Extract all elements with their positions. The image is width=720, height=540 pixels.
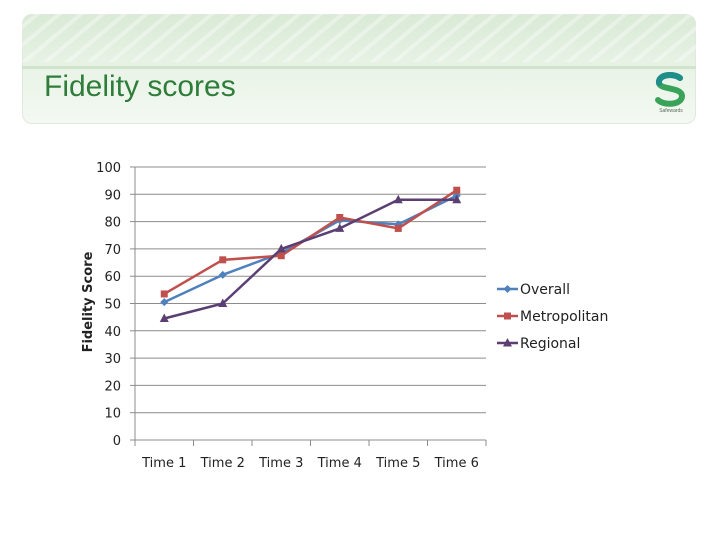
y-tick-label: 0 xyxy=(113,434,121,449)
series-line xyxy=(163,189,458,296)
legend-label: Regional xyxy=(520,336,580,352)
y-tick-label: 90 xyxy=(104,188,121,203)
header-banner: Fidelity scores Safewards xyxy=(22,14,696,124)
logo-caption: Safewards xyxy=(659,108,683,114)
square-marker xyxy=(336,214,344,222)
diamond-marker xyxy=(218,270,227,279)
page-title: Fidelity scores xyxy=(44,70,236,103)
square-marker xyxy=(219,256,227,264)
triangle-marker xyxy=(503,338,512,347)
y-tick-label: 80 xyxy=(104,216,121,231)
x-tick-labels: Time 1 Time 2 Time 3 Time 4 Time 5 Time 6 xyxy=(141,456,479,471)
x-tick-label: Time 3 xyxy=(258,456,303,471)
y-tick-label: 60 xyxy=(104,270,121,285)
series-regional xyxy=(159,194,462,323)
safewards-logo: Safewards xyxy=(650,72,696,120)
series-metropolitan xyxy=(160,186,461,298)
x-tick-label: Time 2 xyxy=(200,456,245,471)
legend-label: Overall xyxy=(520,282,570,298)
y-tick-label: 30 xyxy=(104,352,121,367)
triangle-marker xyxy=(276,243,286,253)
x-tick-label: Time 1 xyxy=(141,456,186,471)
x-tick-label: Time 6 xyxy=(434,456,479,471)
legend-label: Metropolitan xyxy=(520,309,608,325)
triangle-marker xyxy=(159,313,169,323)
triangle-marker xyxy=(218,298,228,307)
banner-pattern xyxy=(22,14,696,62)
triangle-marker xyxy=(393,194,403,204)
legend-item: Regional xyxy=(497,336,580,352)
square-marker xyxy=(160,290,168,298)
chart-axes xyxy=(130,166,487,446)
logo-s-icon xyxy=(655,72,686,107)
y-tick-label: 40 xyxy=(104,325,121,340)
y-tick-label: 50 xyxy=(104,298,121,313)
square-marker xyxy=(277,252,285,260)
legend-item: Overall xyxy=(497,282,570,298)
x-tick-label: Time 5 xyxy=(375,456,420,471)
banner-divider xyxy=(22,66,696,69)
series-line xyxy=(163,198,457,320)
triangle-marker xyxy=(452,194,462,204)
y-tick-label: 10 xyxy=(104,407,121,422)
square-marker xyxy=(453,186,461,194)
triangle-marker xyxy=(335,223,345,232)
y-axis-title: Fidelity Score xyxy=(81,251,96,352)
grid-lines xyxy=(135,166,486,414)
y-tick-label: 70 xyxy=(104,243,121,258)
y-tick-labels: 0 10 20 30 40 50 60 70 80 90 100 xyxy=(96,161,121,449)
legend-item: Metropolitan xyxy=(497,309,608,325)
square-marker xyxy=(504,312,511,320)
chart-series xyxy=(159,186,462,323)
diamond-marker xyxy=(160,298,169,307)
y-tick-label: 20 xyxy=(104,379,121,394)
y-tick-label: 100 xyxy=(96,161,121,176)
chart-legend: Overall Metropolitan Regional xyxy=(497,282,608,352)
diamond-marker xyxy=(503,285,512,293)
x-tick-label: Time 4 xyxy=(317,456,362,471)
square-marker xyxy=(394,224,402,232)
